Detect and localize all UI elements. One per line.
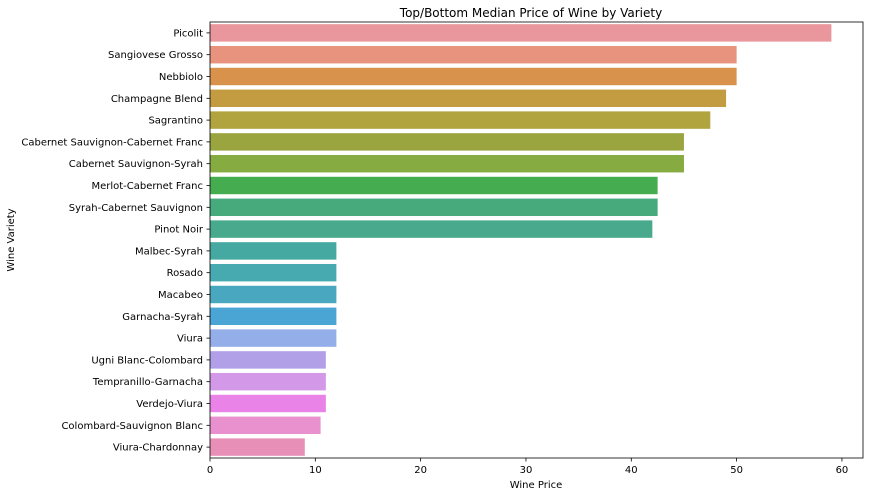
x-axis-label: Wine Price (510, 480, 563, 491)
y-axis-ticks: Picolit Sangiovese Grosso Nebbiolo Champagn… (21, 28, 210, 454)
y-tick-label: Verdejo-Viura (136, 399, 203, 410)
y-tick-label: Macabeo (158, 290, 203, 301)
bar (210, 285, 337, 304)
y-tick-label: Malbec-Syrah (135, 246, 203, 257)
y-tick-label: Garnacha-Syrah (122, 312, 203, 323)
bar (210, 329, 337, 347)
bar (210, 263, 337, 282)
y-tick-label: Ugni Blanc-Colombard (91, 355, 203, 366)
y-tick-label: Merlot-Cabernet Franc (91, 181, 203, 192)
x-tick-label: 60 (836, 465, 849, 476)
y-axis-label: Wine Variety (6, 208, 17, 271)
x-tick-label: 50 (730, 465, 743, 476)
y-tick-label: Nebbiolo (159, 72, 203, 83)
y-tick-label: Viura (177, 334, 203, 345)
bar (210, 45, 737, 64)
x-tick-label: 30 (520, 465, 533, 476)
bar (210, 67, 737, 86)
y-tick-label: Syrah-Cabernet Sauvignon (69, 203, 203, 214)
y-tick-label: Viura-Chardonnay (113, 443, 203, 454)
x-tick-label: 40 (625, 465, 638, 476)
y-tick-label: Tempranillo-Garnacha (92, 377, 203, 388)
plot-frame (209, 21, 864, 459)
bar (210, 24, 832, 42)
bar (210, 198, 658, 217)
bar (210, 416, 321, 435)
y-tick-label: Cabernet Sauvignon-Syrah (69, 159, 203, 170)
y-tick-label: Sangiovese Grosso (108, 50, 203, 61)
bar (210, 176, 658, 195)
bar (210, 89, 727, 108)
bar (210, 111, 711, 129)
x-tick-label: 0 (207, 465, 213, 476)
y-tick-label: Picolit (173, 28, 203, 39)
bar (210, 154, 684, 173)
bar (210, 133, 684, 151)
bar (210, 220, 653, 238)
y-tick-label: Sagrantino (148, 116, 203, 127)
bars-group (210, 24, 832, 456)
y-tick-label: Pinot Noir (154, 225, 204, 236)
x-tick-label: 20 (414, 465, 427, 476)
bar (210, 394, 326, 413)
y-tick-label: Colombard-Sauvignon Blanc (61, 421, 203, 432)
bar (210, 351, 326, 369)
bar (210, 307, 337, 326)
x-tick-label: 10 (309, 465, 322, 476)
bar (210, 438, 305, 456)
y-tick-label: Champagne Blend (111, 94, 203, 105)
x-axis-ticks: 0 10 20 30 40 50 60 (207, 458, 848, 476)
y-tick-label: Cabernet Sauvignon-Cabernet Franc (21, 137, 203, 148)
bar (210, 242, 337, 260)
y-tick-label: Rosado (167, 268, 203, 279)
chart-title: Top/Bottom Median Price of Wine by Varie… (399, 6, 662, 20)
bar (210, 372, 326, 391)
